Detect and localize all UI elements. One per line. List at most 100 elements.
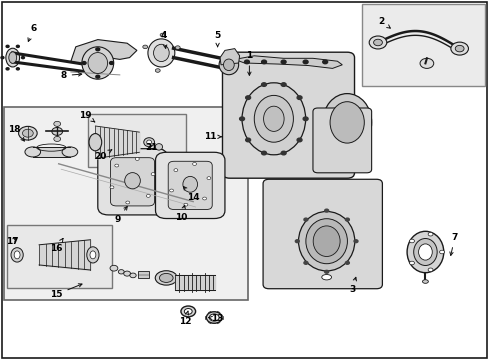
Circle shape: [17, 45, 20, 48]
Ellipse shape: [62, 147, 78, 157]
Ellipse shape: [184, 309, 192, 314]
Ellipse shape: [9, 52, 17, 63]
Ellipse shape: [322, 94, 371, 151]
Ellipse shape: [118, 270, 124, 274]
Circle shape: [450, 42, 468, 55]
Circle shape: [54, 121, 61, 126]
Bar: [4, 107, 248, 300]
Bar: [88, 114, 185, 167]
Bar: [7, 225, 112, 288]
Circle shape: [261, 151, 266, 155]
Circle shape: [146, 194, 150, 197]
Ellipse shape: [25, 147, 41, 157]
Polygon shape: [71, 40, 137, 65]
Ellipse shape: [313, 226, 340, 256]
Ellipse shape: [124, 173, 140, 189]
Text: 18: 18: [8, 125, 24, 141]
Ellipse shape: [406, 231, 443, 273]
Circle shape: [304, 261, 307, 264]
Circle shape: [427, 268, 432, 271]
Circle shape: [261, 83, 266, 86]
Circle shape: [427, 233, 432, 236]
Circle shape: [82, 62, 86, 64]
Ellipse shape: [159, 274, 173, 282]
Ellipse shape: [254, 95, 293, 142]
Ellipse shape: [123, 271, 130, 276]
Circle shape: [21, 57, 24, 59]
Text: 8: 8: [61, 71, 81, 80]
Circle shape: [115, 164, 119, 167]
Text: 13: 13: [208, 314, 224, 323]
Circle shape: [6, 68, 9, 70]
Circle shape: [96, 48, 100, 51]
Circle shape: [142, 45, 147, 49]
Circle shape: [245, 138, 250, 142]
Ellipse shape: [11, 248, 23, 262]
FancyBboxPatch shape: [98, 149, 167, 215]
Ellipse shape: [242, 83, 305, 155]
Circle shape: [281, 151, 285, 155]
Text: 17: 17: [6, 237, 19, 246]
Circle shape: [169, 189, 173, 192]
Text: 21: 21: [145, 143, 158, 152]
Ellipse shape: [6, 48, 20, 67]
Circle shape: [125, 201, 129, 204]
Circle shape: [303, 117, 307, 121]
Circle shape: [175, 46, 180, 49]
Bar: [138, 271, 148, 278]
Ellipse shape: [82, 47, 113, 79]
Ellipse shape: [418, 244, 431, 260]
Circle shape: [174, 169, 178, 172]
Ellipse shape: [153, 44, 169, 62]
Circle shape: [239, 117, 244, 121]
Ellipse shape: [223, 59, 234, 71]
Circle shape: [295, 240, 299, 243]
Text: 3: 3: [348, 277, 356, 294]
Circle shape: [345, 261, 348, 264]
Circle shape: [297, 138, 302, 142]
Bar: [361, 4, 484, 86]
Circle shape: [135, 158, 139, 161]
Circle shape: [281, 60, 285, 64]
Ellipse shape: [263, 106, 284, 131]
Ellipse shape: [143, 138, 154, 147]
Ellipse shape: [155, 271, 177, 285]
Circle shape: [303, 60, 307, 64]
Text: 4: 4: [160, 31, 167, 48]
Circle shape: [324, 209, 328, 212]
Ellipse shape: [298, 211, 354, 271]
Circle shape: [368, 36, 386, 49]
Ellipse shape: [87, 247, 99, 263]
Circle shape: [16, 68, 19, 70]
FancyBboxPatch shape: [312, 108, 371, 173]
Ellipse shape: [22, 129, 33, 137]
Ellipse shape: [181, 306, 195, 317]
Circle shape: [297, 96, 302, 99]
Circle shape: [109, 62, 113, 64]
Ellipse shape: [422, 280, 427, 283]
Circle shape: [202, 197, 206, 200]
Text: 5: 5: [214, 31, 220, 47]
Ellipse shape: [413, 238, 436, 266]
Ellipse shape: [183, 176, 197, 192]
Ellipse shape: [219, 55, 238, 75]
Ellipse shape: [14, 251, 20, 259]
FancyBboxPatch shape: [168, 161, 212, 210]
Ellipse shape: [110, 265, 118, 271]
Circle shape: [151, 173, 155, 176]
Circle shape: [281, 83, 285, 86]
Ellipse shape: [89, 134, 102, 151]
Text: 15: 15: [50, 284, 82, 299]
Circle shape: [304, 218, 307, 221]
Text: 19: 19: [79, 111, 95, 122]
Text: 11: 11: [203, 132, 222, 141]
Ellipse shape: [90, 251, 96, 259]
Text: 10: 10: [174, 205, 187, 222]
Ellipse shape: [329, 102, 364, 143]
Ellipse shape: [305, 219, 346, 264]
FancyBboxPatch shape: [263, 179, 382, 289]
Circle shape: [345, 218, 348, 221]
Text: 1: 1: [246, 51, 252, 75]
Polygon shape: [220, 49, 239, 65]
Circle shape: [192, 162, 196, 165]
